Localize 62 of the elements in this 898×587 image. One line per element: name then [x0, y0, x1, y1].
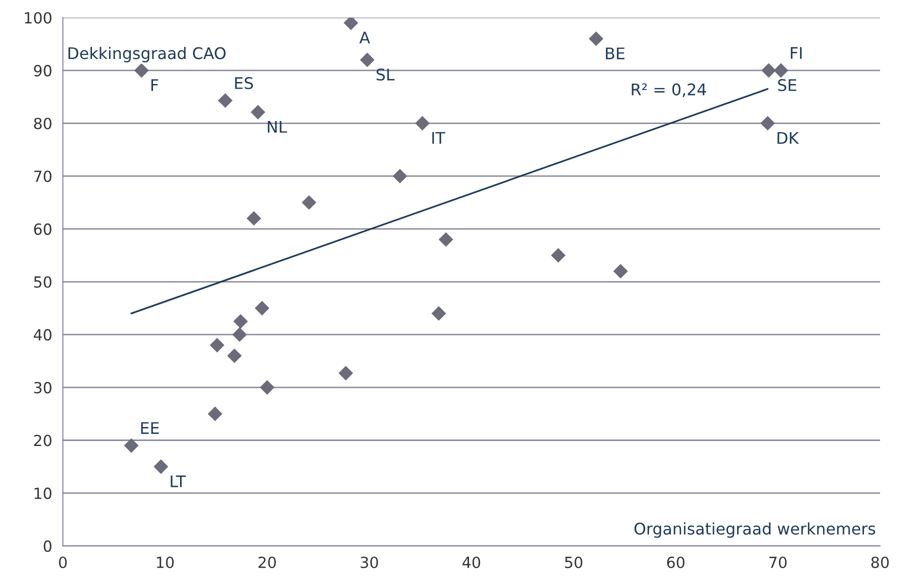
- point: [774, 63, 788, 78]
- y-tick-label: 50: [34, 276, 52, 288]
- x-tick-label: 50: [565, 556, 582, 568]
- point: [218, 93, 233, 108]
- y-tick-label: 20: [34, 434, 52, 446]
- point: [415, 116, 430, 131]
- point: [550, 248, 566, 263]
- y-tick-label: 30: [34, 382, 52, 394]
- point: [210, 338, 224, 352]
- x-tick-label: 70: [769, 556, 787, 568]
- y-tick-label: 90: [34, 64, 52, 76]
- point: [254, 300, 270, 316]
- point: [360, 52, 375, 68]
- annotation: A: [359, 32, 370, 44]
- x-tick-label: 20: [258, 556, 276, 568]
- y-tick-label: 0: [44, 540, 52, 552]
- x-tick-label: 30: [360, 556, 378, 568]
- x-axis-title: Organisatiegraad werknemers: [634, 522, 876, 538]
- point: [233, 314, 248, 329]
- annotation: BE: [606, 48, 624, 60]
- y-axis-title: Dekkingsgraad CAO: [68, 46, 226, 62]
- point: [208, 406, 222, 422]
- x-tick-label: 60: [667, 556, 684, 568]
- x-tick-label: 40: [462, 556, 480, 568]
- point: [250, 104, 266, 120]
- annotation: SL: [376, 68, 395, 81]
- point: [260, 380, 274, 395]
- y-tick-label: 10: [34, 488, 52, 500]
- annotation: SE: [778, 79, 796, 92]
- point: [232, 327, 247, 342]
- annotation: IT: [432, 132, 446, 144]
- point: [344, 18, 358, 30]
- annotation: F: [151, 79, 158, 91]
- y-tick-label: 80: [34, 118, 52, 130]
- point: [338, 366, 354, 380]
- point: [154, 459, 168, 474]
- x-tick-label: 80: [871, 556, 889, 568]
- point: [588, 31, 604, 46]
- annotation: LT: [170, 475, 186, 488]
- annotation: R² = 0,24: [632, 83, 706, 98]
- point: [613, 264, 628, 278]
- x-tick-label: 10: [156, 556, 174, 568]
- annotation: EE: [141, 422, 159, 434]
- point: [438, 232, 454, 247]
- y-tick-label: 60: [34, 223, 52, 235]
- point: [760, 116, 775, 131]
- point: [227, 348, 242, 364]
- y-tick-label: 70: [34, 170, 52, 182]
- point: [431, 306, 446, 321]
- point: [392, 168, 408, 184]
- x-tick-label: 0: [59, 556, 67, 568]
- y-tick-label: 40: [34, 329, 52, 341]
- point: [246, 211, 262, 226]
- annotation: DK: [778, 132, 800, 144]
- point: [761, 63, 776, 78]
- annotation: NL: [268, 121, 288, 133]
- point: [124, 438, 139, 453]
- point: [134, 63, 149, 78]
- annotation: FI: [790, 47, 802, 59]
- point: [302, 195, 316, 210]
- y-tick-label: 100: [24, 12, 52, 24]
- annotation: ES: [235, 77, 253, 90]
